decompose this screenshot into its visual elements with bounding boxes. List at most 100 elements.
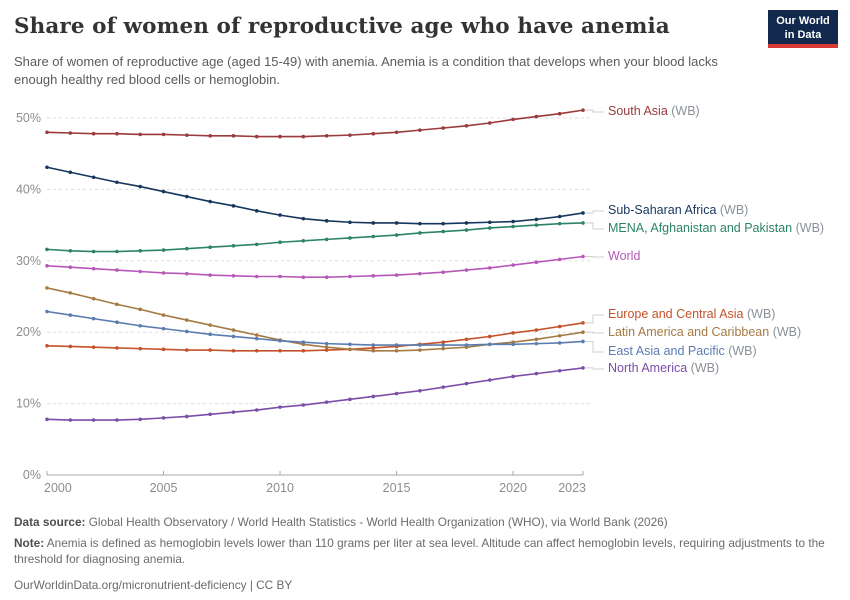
data-point-sub-saharan-africa-2002	[91, 175, 96, 180]
data-point-south-asia-2005	[161, 132, 166, 137]
data-point-south-asia-2018	[464, 124, 469, 128]
series-line-east-asia-and-pacific[interactable]	[46, 310, 584, 346]
legend-item-latin-america-and-caribbean[interactable]: Latin America and Caribbean (WB)	[608, 325, 801, 339]
legend-connector-east-asia-and-pacific	[585, 340, 604, 353]
data-point-north-america-2005	[161, 416, 166, 420]
data-point-south-asia-2007	[208, 134, 212, 138]
data-point-sub-saharan-africa-2001	[68, 170, 73, 175]
data-point-europe-and-central-asia-2022	[557, 324, 562, 329]
legend-item-east-asia-and-pacific[interactable]: East Asia and Pacific (WB)	[608, 344, 757, 358]
data-point-sub-saharan-africa-2003	[115, 180, 119, 185]
data-point-latin-america-and-caribbean-2012	[324, 345, 329, 349]
data-point-south-asia-2021	[534, 114, 539, 119]
data-point-mena-afghanistan-and-pakistan-2020	[511, 224, 515, 229]
data-point-europe-and-central-asia-2008	[231, 348, 236, 353]
data-point-north-america-2019	[487, 378, 492, 382]
data-point-mena-afghanistan-and-pakistan-2022	[557, 221, 562, 226]
y-axis-label-30%: 30%	[16, 254, 41, 268]
data-point-south-asia-2009	[254, 134, 259, 139]
legend-connector-latin-america-and-caribbean	[585, 331, 604, 334]
data-point-south-asia-2016	[418, 128, 422, 132]
data-point-south-asia-2001	[68, 131, 73, 135]
data-point-sub-saharan-africa-2009	[254, 209, 259, 213]
legend-connector-south-asia	[585, 109, 604, 113]
legend-connector-mena-afghanistan-and-pakistan	[585, 222, 604, 230]
data-point-mena-afghanistan-and-pakistan-2013	[348, 236, 352, 240]
data-point-north-america-2016	[418, 388, 422, 393]
legend-item-world[interactable]: World	[608, 249, 640, 263]
data-point-latin-america-and-caribbean-2003	[115, 302, 119, 307]
legend-item-europe-and-central-asia[interactable]: Europe and Central Asia (WB)	[608, 307, 775, 321]
data-point-mena-afghanistan-and-pakistan-2007	[208, 245, 212, 250]
data-point-north-america-2010	[278, 405, 282, 409]
data-point-latin-america-and-caribbean-2007	[208, 323, 212, 327]
data-point-mena-afghanistan-and-pakistan-2002	[91, 249, 96, 254]
series-line-mena-afghanistan-and-pakistan[interactable]	[46, 222, 584, 253]
data-point-latin-america-and-caribbean-2001	[68, 291, 73, 295]
data-point-mena-afghanistan-and-pakistan-2015	[394, 233, 399, 237]
data-point-east-asia-and-pacific-2005	[161, 326, 166, 331]
data-point-east-asia-and-pacific-2003	[115, 320, 119, 325]
data-point-europe-and-central-asia-2004	[138, 346, 143, 351]
series-line-sub-saharan-africa[interactable]	[46, 166, 584, 225]
data-source-text: Global Health Observatory / World Health…	[85, 515, 668, 529]
legend-label-north-america: North America	[608, 361, 688, 375]
data-point-latin-america-and-caribbean-2016	[418, 348, 422, 352]
legend-item-north-america[interactable]: North America (WB)	[608, 361, 719, 375]
data-point-world-2011	[301, 275, 306, 280]
data-point-north-america-2011	[301, 403, 306, 407]
owid-logo[interactable]: Our World in Data	[768, 10, 838, 48]
series-line-south-asia[interactable]	[46, 109, 584, 138]
data-point-south-asia-2015	[394, 130, 399, 135]
x-axis-label-2000: 2000	[44, 481, 72, 495]
data-point-mena-afghanistan-and-pakistan-2021	[534, 223, 539, 227]
data-point-south-asia-2020	[511, 117, 515, 122]
data-point-east-asia-and-pacific-2019	[487, 342, 492, 347]
data-point-north-america-2023	[581, 366, 585, 370]
license-text: | CC BY	[246, 577, 293, 592]
series-line-europe-and-central-asia[interactable]	[46, 322, 584, 352]
data-point-europe-and-central-asia-2011	[301, 348, 306, 353]
data-point-world-2009	[254, 274, 259, 279]
data-point-mena-afghanistan-and-pakistan-2019	[487, 226, 492, 230]
data-point-world-2012	[324, 275, 329, 280]
legend-item-south-asia[interactable]: South Asia (WB)	[608, 104, 700, 118]
chart-subtitle: Share of women of reproductive age (aged…	[14, 54, 718, 87]
data-point-world-2007	[208, 273, 212, 277]
legend-label-mena-afghanistan-and-pakistan: MENA, Afghanistan and Pakistan	[608, 221, 793, 235]
data-point-sub-saharan-africa-2005	[161, 189, 166, 194]
data-source-label: Data source:	[14, 515, 86, 529]
data-point-sub-saharan-africa-2011	[301, 216, 306, 221]
series-line-latin-america-and-caribbean[interactable]	[46, 287, 584, 352]
data-point-mena-afghanistan-and-pakistan-2001	[68, 249, 73, 253]
data-point-mena-afghanistan-and-pakistan-2009	[254, 242, 259, 247]
data-point-sub-saharan-africa-2006	[185, 194, 189, 199]
data-point-north-america-2004	[138, 417, 143, 422]
data-point-north-america-2002	[91, 418, 96, 422]
data-point-latin-america-and-caribbean-2015	[394, 348, 399, 353]
data-point-east-asia-and-pacific-2015	[394, 343, 399, 347]
data-point-sub-saharan-africa-2013	[348, 220, 352, 225]
legend-label-east-asia-and-pacific: East Asia and Pacific	[608, 344, 725, 358]
data-point-east-asia-and-pacific-2011	[301, 340, 306, 344]
data-point-north-america-2017	[441, 385, 445, 389]
data-point-europe-and-central-asia-2009	[254, 348, 259, 353]
data-point-mena-afghanistan-and-pakistan-2018	[464, 228, 469, 232]
legend-suffix-latin-america-and-caribbean: (WB)	[769, 325, 802, 339]
data-point-sub-saharan-africa-2020	[511, 219, 515, 224]
data-point-mena-afghanistan-and-pakistan-2012	[324, 237, 329, 242]
legend-item-sub-saharan-africa[interactable]: Sub-Saharan Africa (WB)	[608, 203, 748, 217]
y-axis-label-0%: 0%	[23, 468, 41, 482]
data-point-mena-afghanistan-and-pakistan-2016	[418, 231, 422, 235]
owid-url-link[interactable]: OurWorldinData.org/micronutrient-deficie…	[14, 577, 247, 592]
citation-line: OurWorldinData.org/micronutrient-deficie…	[14, 577, 836, 594]
data-point-world-2008	[231, 273, 236, 278]
data-point-world-2018	[464, 268, 469, 272]
legend-item-mena-afghanistan-and-pakistan[interactable]: MENA, Afghanistan and Pakistan (WB)	[608, 221, 824, 235]
data-point-north-america-2001	[68, 418, 73, 422]
series-line-north-america[interactable]	[46, 367, 584, 421]
series-line-world[interactable]	[46, 255, 584, 279]
owid-logo-text-line2: in Data	[784, 29, 822, 41]
data-point-east-asia-and-pacific-2012	[324, 341, 329, 346]
x-axis-label-2005: 2005	[150, 481, 178, 495]
